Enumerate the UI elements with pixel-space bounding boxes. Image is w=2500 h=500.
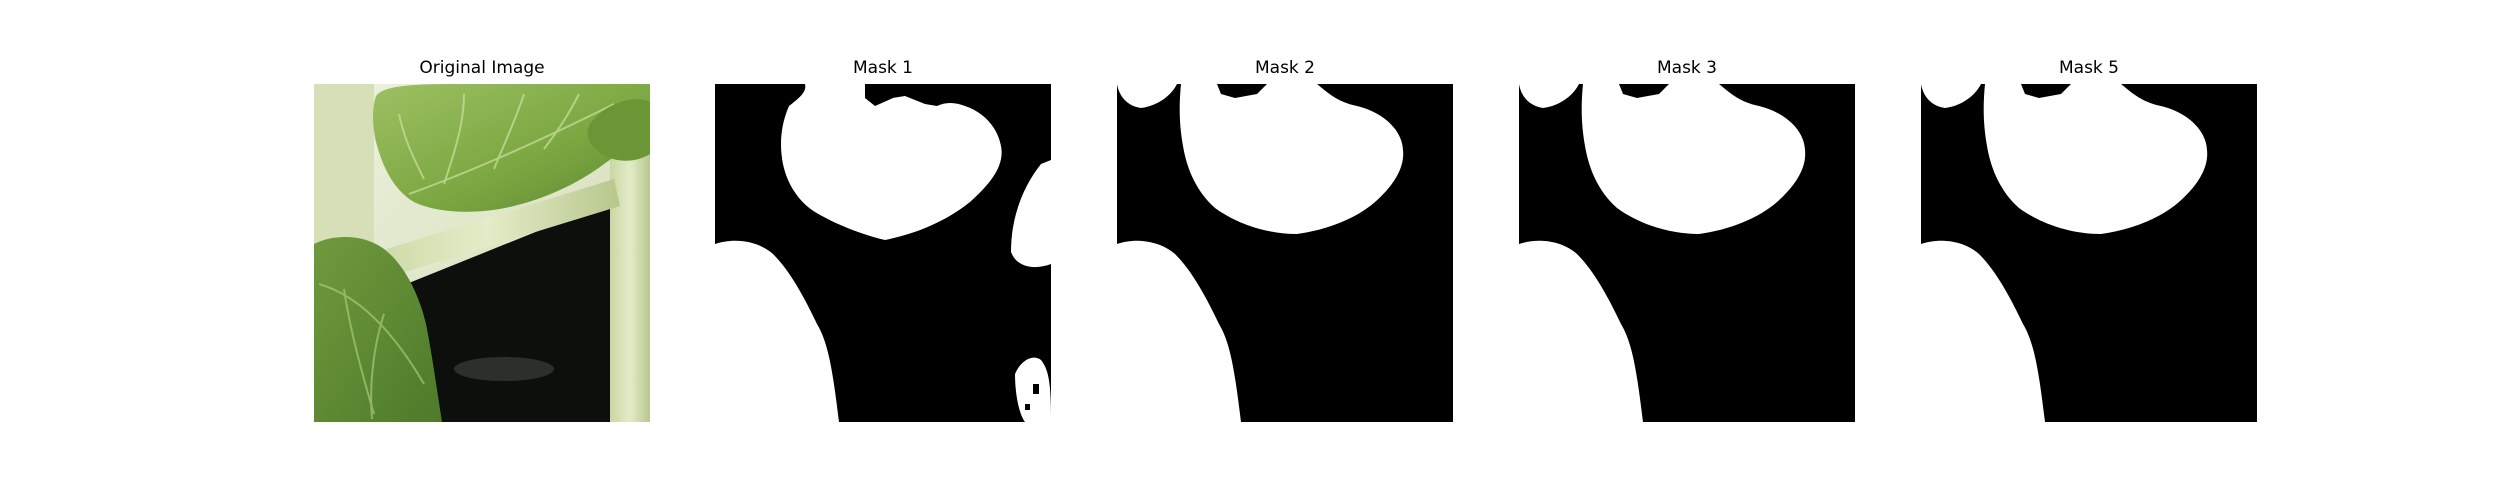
mask-1-image (715, 84, 1051, 422)
mask-5-image (1921, 84, 2257, 422)
panel-title: Mask 1 (852, 58, 913, 78)
mask-2-panel: Mask 2 (1117, 0, 1453, 500)
original-leaf-photo (314, 84, 650, 422)
panel-title: Mask 5 (2058, 58, 2119, 78)
mask-2-image (1117, 84, 1453, 422)
panel-title: Mask 2 (1254, 58, 1315, 78)
mask-3-image (1519, 84, 1855, 422)
original-image-panel: Original Image (314, 0, 650, 500)
panel-title: Mask 3 (1656, 58, 1717, 78)
mask-1-panel: Mask 1 (715, 0, 1051, 500)
mask-3-panel: Mask 3 (1519, 0, 1855, 500)
panel-title: Original Image (419, 58, 545, 78)
mask-5-panel: Mask 5 (1921, 0, 2257, 500)
